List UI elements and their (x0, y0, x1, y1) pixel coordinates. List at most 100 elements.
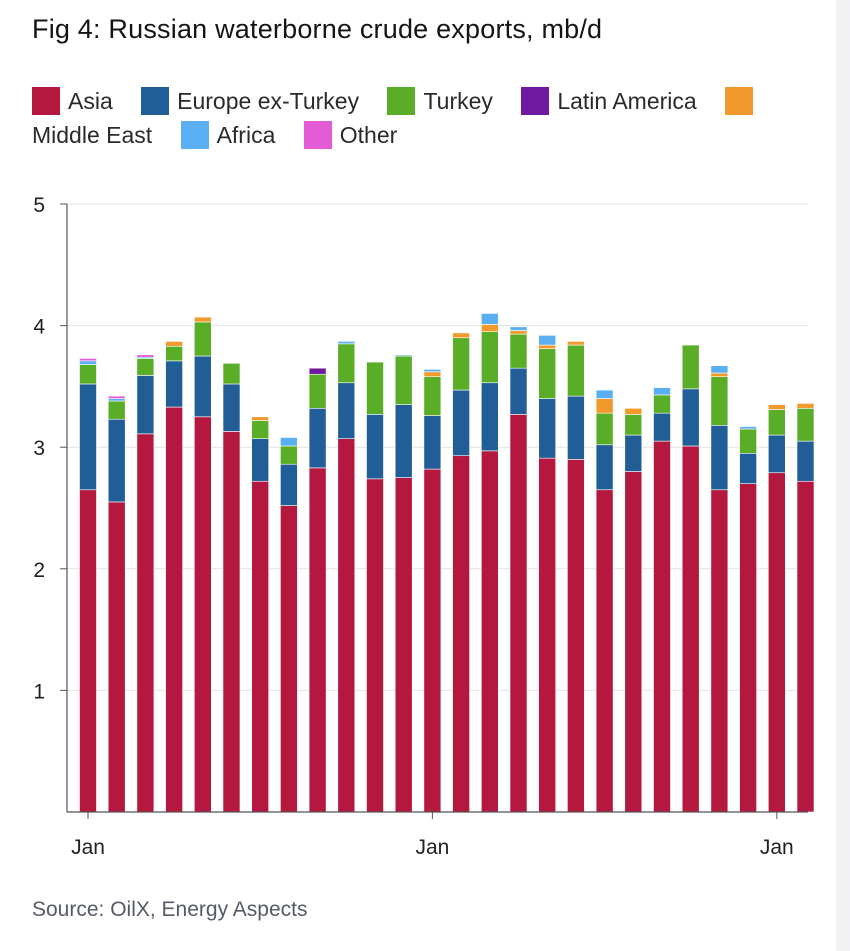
bar-stack-25 (767, 404, 786, 813)
bar-segment-asia-4 (165, 406, 183, 813)
x-axis-ticks: Jan Jan Jan (71, 812, 794, 859)
x-tick-label-2: Jan (415, 836, 449, 859)
bar-segment-europe-ex-turkey-13 (423, 415, 442, 470)
bar-segment-asia-23 (710, 489, 729, 813)
bar-segment-europe-ex-turkey-15 (480, 382, 499, 452)
bar-segment-europe-ex-turkey-5 (194, 355, 212, 418)
bar-segment-europe-ex-turkey-9 (308, 407, 327, 469)
bar-segment-asia-17 (538, 457, 557, 813)
bar-segment-asia-25 (767, 472, 786, 813)
bar-stack-9 (308, 367, 327, 813)
bar-segment-middle-east-16 (509, 330, 528, 335)
bar-segment-africa-10 (337, 341, 356, 345)
bar-segment-europe-ex-turkey-6 (222, 383, 241, 432)
bar-segment-asia-9 (308, 467, 327, 813)
legend-swatch-other (303, 121, 332, 149)
axes (66, 204, 808, 813)
bar-segment-middle-east-5 (194, 316, 212, 323)
bar-segment-asia-19 (595, 489, 614, 813)
bar-segment-europe-ex-turkey-11 (366, 414, 384, 480)
bar-segment-turkey-17 (538, 348, 557, 399)
y-axis-ticks: 1 2 3 4 5 (33, 194, 67, 703)
bar-segment-europe-ex-turkey-7 (251, 438, 269, 482)
bar-stack-11 (366, 361, 384, 813)
bar-segment-turkey-12 (394, 355, 413, 405)
bar-segment-turkey-22 (681, 344, 700, 390)
legend-item-turkey: Turkey (387, 87, 514, 115)
bar-segment-turkey-2 (107, 400, 126, 420)
bar-segment-turkey-13 (423, 376, 442, 416)
source-note: Source: OilX, Energy Aspects (32, 898, 308, 921)
legend-swatch-africa (180, 121, 209, 149)
bar-stack-2 (107, 395, 126, 813)
bar-segment-asia-12 (394, 477, 413, 813)
bar-segment-asia-2 (107, 501, 126, 813)
bar-stack-13 (423, 369, 442, 813)
bar-segment-turkey-9 (308, 373, 327, 409)
bar-segment-turkey-15 (480, 331, 499, 384)
bar-segment-turkey-10 (337, 343, 356, 384)
bar-segment-turkey-25 (767, 409, 786, 436)
legend-swatch-asia (32, 87, 60, 115)
legend-swatch-turkey (387, 87, 416, 115)
bar-stack-15 (480, 313, 499, 813)
bar-segment-other-2 (107, 395, 126, 399)
bar-segment-turkey-21 (653, 394, 671, 414)
bar-stack-14 (452, 332, 470, 813)
bar-segment-europe-ex-turkey-14 (452, 389, 470, 457)
bar-segment-turkey-19 (595, 412, 614, 446)
bar-stack-10 (337, 341, 356, 813)
legend-item-other: Other (303, 121, 420, 149)
bar-segment-europe-ex-turkey-4 (165, 360, 183, 408)
bar-segment-africa-1 (79, 360, 97, 365)
bar-segment-europe-ex-turkey-19 (595, 444, 614, 491)
bar-segment-turkey-23 (710, 376, 729, 426)
bar-segment-middle-east-15 (480, 324, 499, 332)
chart-legend: Asia Europe ex-Turkey Turkey Latin Ameri… (32, 84, 812, 152)
bar-segment-europe-ex-turkey-8 (280, 463, 298, 506)
bar-segment-asia-6 (222, 431, 241, 813)
bar-segment-turkey-8 (280, 445, 298, 465)
page-edge-strip (836, 0, 850, 951)
bar-segment-turkey-20 (624, 414, 643, 436)
bar-segment-europe-ex-turkey-20 (624, 434, 643, 472)
bar-segment-asia-14 (452, 455, 470, 813)
bar-stack-8 (280, 437, 298, 813)
bar-segment-africa-15 (480, 313, 499, 325)
bar-segment-turkey-26 (796, 407, 815, 442)
bar-stack-6 (222, 362, 241, 813)
bar-segment-turkey-4 (165, 345, 183, 362)
legend-label-africa: Africa (216, 122, 276, 148)
bar-segment-middle-east-7 (251, 416, 269, 421)
bar-segment-asia-10 (337, 438, 356, 813)
legend-item-asia: Asia (32, 87, 135, 115)
bar-segment-asia-5 (194, 416, 212, 813)
bar-segment-other-3 (136, 354, 155, 358)
bar-segment-turkey-24 (739, 428, 757, 454)
bar-segment-asia-8 (280, 505, 298, 813)
bar-stack-23 (710, 365, 729, 813)
bar-segment-europe-ex-turkey-21 (653, 412, 671, 442)
bar-segment-asia-7 (251, 480, 269, 813)
legend-label-europe: Europe ex-Turkey (177, 88, 360, 114)
bar-segment-turkey-16 (509, 333, 528, 369)
bar-segment-asia-24 (739, 483, 757, 813)
bar-segment-europe-ex-turkey-22 (681, 388, 700, 447)
bar-segment-turkey-18 (567, 344, 585, 397)
bar-stack-4 (165, 341, 183, 813)
bar-stack-26 (796, 403, 815, 813)
bar-stack-20 (624, 407, 643, 813)
legend-swatch-europe (141, 87, 170, 115)
bar-stack-5 (194, 316, 212, 813)
y-tick-label-3: 3 (33, 437, 45, 460)
x-tick-label-3: Jan (760, 836, 794, 859)
legend-label-middle-east: Middle East (32, 122, 153, 148)
bar-segment-asia-22 (681, 445, 700, 813)
bar-stack-1 (79, 358, 97, 813)
y-tick-label-1: 1 (33, 680, 45, 703)
bar-segment-europe-ex-turkey-1 (79, 383, 97, 491)
legend-swatch-middle-east (725, 87, 754, 115)
bar-segment-europe-ex-turkey-12 (394, 404, 413, 478)
bar-segment-africa-12 (394, 354, 413, 357)
